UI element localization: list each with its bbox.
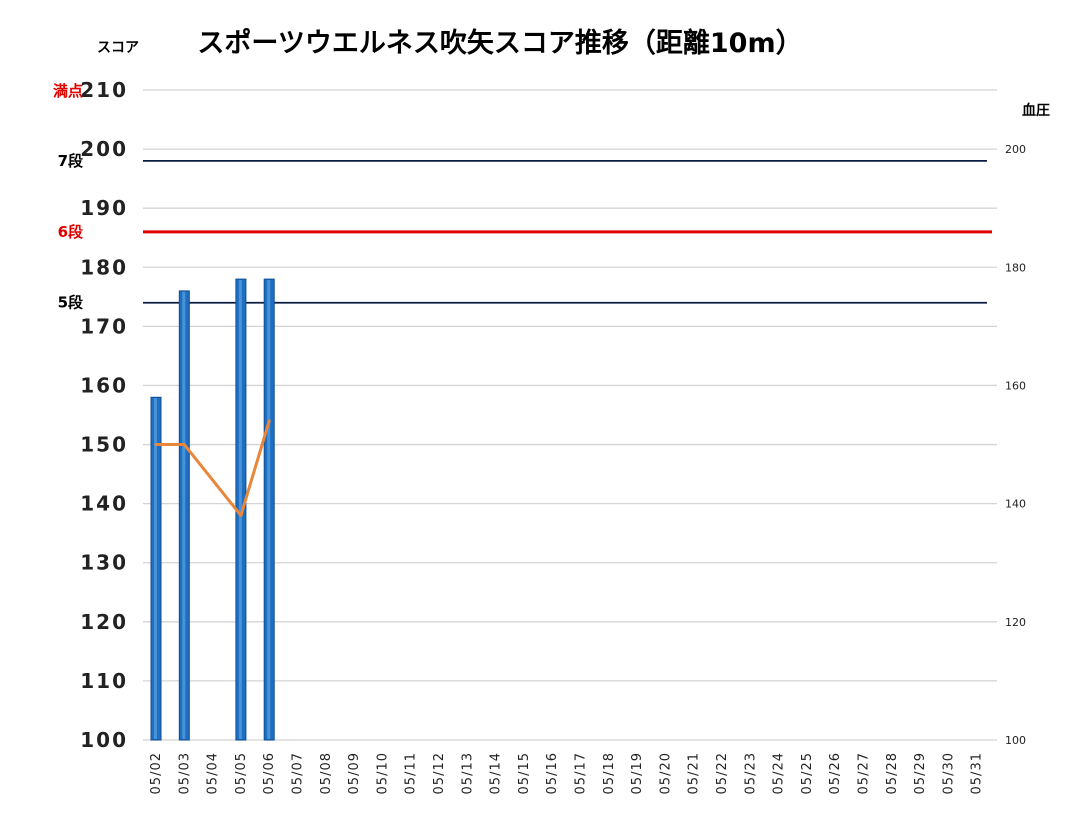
line-point	[239, 513, 243, 517]
x-tick-label: 05/05	[234, 752, 249, 794]
reference-label: 7段	[58, 152, 83, 170]
y-axis-title: スコア	[97, 40, 139, 56]
x-axis-ticks: 05/02 05/03 05/04 05/05 05/06 05/07 05/08 05/09…	[149, 752, 985, 794]
x-tick-label: 05/28	[885, 752, 900, 794]
bar-highlight	[238, 280, 242, 739]
y-tick-label: 200	[80, 137, 128, 161]
y-axis-ticks: 100 110 120 130 140 150 160 170 180 190 200 210	[80, 78, 128, 752]
x-tick-label: 05/11	[404, 752, 419, 794]
reference-label: 満点	[53, 82, 83, 100]
grid-lines	[143, 89, 997, 741]
x-tick-label: 05/10	[375, 752, 390, 794]
x-tick-label: 05/29	[913, 752, 928, 794]
x-tick-label: 05/03	[177, 752, 192, 794]
x-tick-label: 05/08	[319, 752, 334, 794]
x-tick-label: 05/18	[602, 752, 617, 794]
x-tick-label: 05/06	[262, 752, 277, 794]
line-series	[154, 419, 271, 517]
y-tick-label: 170	[80, 314, 128, 338]
x-tick-label: 05/19	[630, 752, 645, 794]
x-tick-label: 05/15	[517, 752, 532, 794]
y-tick-label: 190	[80, 196, 128, 220]
y2-tick-label: 140	[1005, 498, 1026, 511]
x-tick-label: 05/22	[715, 752, 730, 794]
y-tick-label: 100	[80, 728, 128, 752]
x-tick-label: 05/17	[574, 752, 589, 794]
x-tick-label: 05/12	[432, 752, 447, 794]
y-tick-label: 120	[80, 610, 128, 634]
reference-lines	[143, 160, 992, 304]
x-tick-label: 05/26	[828, 752, 843, 794]
x-tick-label: 05/04	[206, 752, 221, 794]
chart-title: スポーツウエルネス吹矢スコア推移（距離10m）	[197, 27, 802, 59]
y-tick-label: 160	[80, 373, 128, 397]
line-path	[156, 420, 271, 517]
reference-label: 5段	[58, 294, 83, 312]
line-point	[182, 443, 186, 447]
bar-highlight	[267, 280, 271, 739]
y2-tick-label: 160	[1005, 379, 1026, 392]
reference-label: 6段	[58, 223, 83, 241]
bar-highlight	[182, 291, 186, 739]
x-tick-label: 05/24	[772, 752, 787, 794]
x-tick-label: 05/30	[941, 752, 956, 794]
y-tick-label: 110	[80, 669, 128, 693]
bar-series	[150, 278, 275, 741]
x-tick-label: 05/27	[857, 752, 872, 794]
x-tick-label: 05/23	[743, 752, 758, 794]
x-tick-label: 05/31	[970, 752, 985, 794]
y-tick-label: 150	[80, 433, 128, 457]
y-tick-label: 130	[80, 551, 128, 575]
x-tick-label: 05/16	[545, 752, 560, 794]
x-tick-label: 05/21	[687, 752, 702, 794]
y2-axis-title: 血圧	[1022, 102, 1050, 119]
line-point	[267, 419, 271, 423]
y2-axis-ticks: 100 120 140 160 180 200	[1005, 143, 1026, 747]
y2-tick-label: 120	[1005, 616, 1026, 629]
x-tick-label: 05/07	[291, 752, 306, 794]
reference-labels: 満点 7段 6段 5段	[53, 82, 83, 312]
y2-tick-label: 180	[1005, 261, 1026, 274]
bar-highlight	[154, 398, 157, 739]
y2-tick-label: 100	[1005, 734, 1026, 747]
y2-tick-label: 200	[1005, 143, 1026, 156]
x-tick-label: 05/13	[460, 752, 475, 794]
y-tick-label: 140	[80, 492, 128, 516]
y-tick-label: 180	[80, 255, 128, 279]
x-tick-label: 05/02	[149, 752, 164, 794]
x-tick-label: 05/20	[658, 752, 673, 794]
x-tick-label: 05/14	[489, 752, 504, 794]
x-tick-label: 05/25	[800, 752, 815, 794]
x-tick-label: 05/09	[347, 752, 362, 794]
line-point	[154, 443, 158, 447]
y-tick-label: 210	[80, 78, 128, 102]
